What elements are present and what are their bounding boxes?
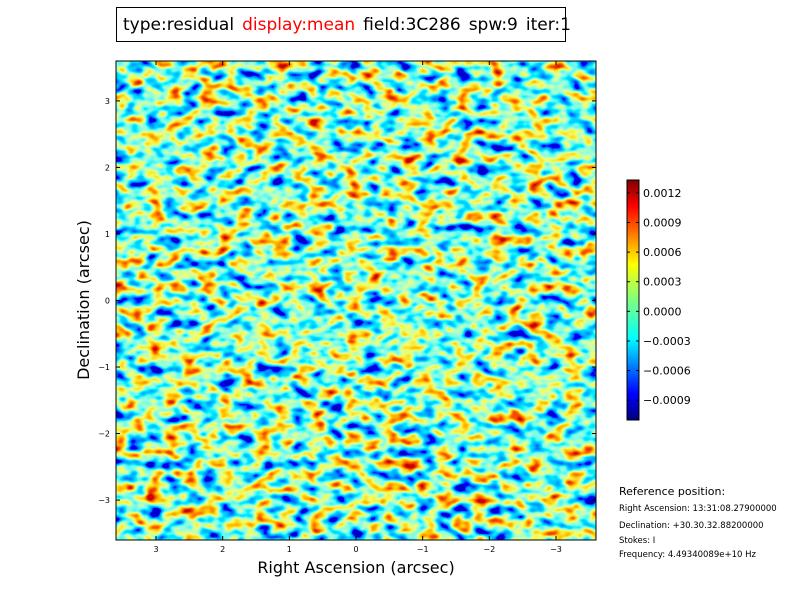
title-type: type:residual [123, 14, 235, 35]
reference-heading: Reference position: [619, 485, 726, 498]
colorbar-tick-label: −0.0009 [643, 394, 691, 407]
y-tick-label: −1 [98, 363, 110, 372]
x-tick-label: −3 [550, 545, 562, 554]
y-tick-label: 2 [105, 163, 110, 172]
colorbar-tick-label: 0.0012 [643, 187, 682, 200]
y-axis-ticks: 3 2 1 0 −1 −2 −3 [98, 97, 596, 505]
x-tick-label: −2 [483, 545, 495, 554]
colorbar-tick-label: 0.0009 [643, 216, 682, 229]
colorbar-tick-label: 0.0003 [643, 276, 682, 289]
y-tick-label: −2 [98, 430, 110, 439]
x-tick-label: 0 [353, 545, 358, 554]
y-axis-label: Declination (arcsec) [74, 220, 93, 380]
x-axis-label: Right Ascension (arcsec) [257, 558, 454, 577]
title-iter: iter:1 [525, 14, 571, 35]
title-field: field:3C286 [363, 14, 461, 35]
x-tick-label: 2 [220, 545, 225, 554]
x-tick-label: 3 [153, 545, 158, 554]
y-tick-label: 3 [105, 97, 110, 106]
y-tick-label: 0 [105, 297, 110, 306]
x-tick-label: 1 [287, 545, 292, 554]
reference-ra: Right Ascension: 13:31:08.27900000 [619, 504, 777, 514]
reference-stokes: Stokes: I [619, 536, 656, 546]
plot-title-box: type:residual display:mean field:3C286 s… [116, 7, 571, 42]
title-spw: spw:9 [468, 14, 518, 35]
x-tick-label: −1 [417, 545, 429, 554]
title-display: display:mean [242, 14, 356, 35]
y-tick-label: 1 [105, 230, 110, 239]
colorbar-tick-label: 0.0006 [643, 246, 682, 259]
colorbar-tick-label: −0.0006 [643, 365, 691, 378]
x-axis-ticks: 3 2 1 0 −1 −2 −3 [153, 61, 562, 554]
reference-frequency: Frequency: 4.49340089e+10 Hz [619, 550, 756, 560]
y-tick-label: −3 [98, 496, 110, 505]
colorbar-tick-label: 0.0000 [643, 305, 682, 318]
residual-heatmap [116, 61, 596, 540]
colorbar-tick-label: −0.0003 [643, 335, 691, 348]
colorbar [626, 179, 640, 421]
reference-dec: Declination: +30.30.32.88200000 [619, 521, 764, 531]
colorbar-ticks: 0.0012 0.0009 0.0006 0.0003 0.0000 −0.0003 −0.… [627, 187, 691, 407]
